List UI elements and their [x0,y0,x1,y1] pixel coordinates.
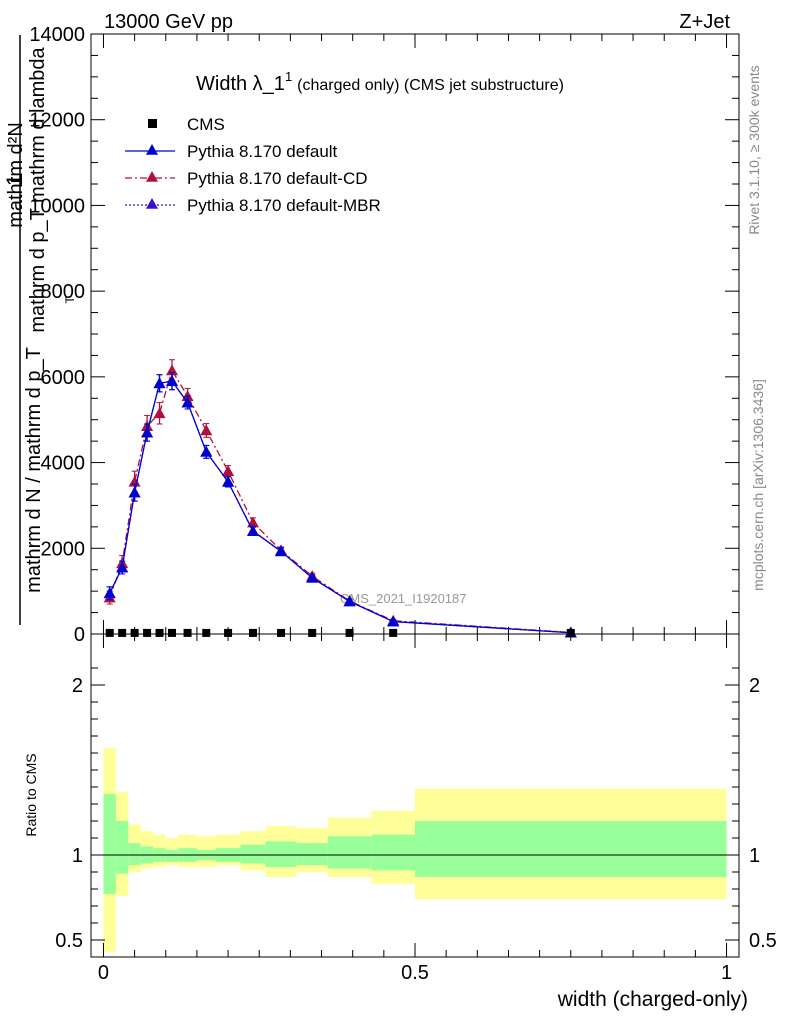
analysis-watermark: CMS_2021_I1920187 [340,591,467,606]
data-point [222,465,235,476]
legend-label: CMS [187,115,225,134]
legend-entry: Pythia 8.170 default [125,142,338,161]
main-y-tick-label: 4000 [41,453,86,475]
data-point [222,475,235,487]
ratio-bands [91,747,739,952]
ratio-stat-band [165,849,179,862]
legend-marker [146,144,158,155]
series-cms [105,628,575,637]
main-y-tick-label: 0 [74,624,85,646]
data-point [103,587,116,599]
main-y-tick-label: 6000 [41,367,86,389]
legend-marker [148,119,157,128]
mcplots-label: mcplots.cern.ch [arXiv:1306.3436] [750,379,766,591]
series-pythia-8-170-default [103,372,577,638]
legend-entry: Pythia 8.170 default-MBR [125,196,381,215]
legend-entry: CMS [148,115,225,134]
data-point [249,628,257,637]
data-point [275,545,288,557]
ratio-stat-band [265,841,297,867]
data-point [128,486,141,498]
ratio-y-tick-label-right: 1 [749,845,760,867]
data-point [566,628,575,637]
data-point [153,407,166,419]
main-y-tick-label: 14000 [29,24,85,46]
header-process-label: Z+Jet [679,11,730,33]
ratio-stat-band [415,821,727,878]
ratio-stat-band [115,821,129,874]
main-y-tick-label: 2000 [41,538,86,560]
data-point [183,628,192,637]
main-axes: 0 2000 4000 6000 8000 10000 12000 14000 [29,24,739,646]
data-point [306,571,319,583]
ratio-axes: 0.5 0.5 1 1 2 2 0 0.5 1 [55,634,777,984]
y-label-outer-denominator: mathrm d N / mathrm d p_T [23,347,45,593]
data-point [308,628,317,637]
ratio-stat-band [296,843,328,866]
data-point [387,615,400,627]
ratio-y-tick-label-right: 2 [749,675,760,697]
data-point [105,628,114,637]
data-point [345,628,354,637]
legend-label: Pythia 8.170 default-MBR [187,196,381,215]
y-label-subscript: T [63,296,77,304]
ratio-y-tick-label: 0.5 [55,930,83,952]
main-y-axis-label: 1 mathrm d N / mathrm d p_T mathrm d²N m… [2,35,77,625]
ratio-stat-band [327,836,372,869]
plot-title-rest: (charged only) (CMS jet substructure) [297,77,564,94]
y-label-inner-numerator: mathrm d²N [5,122,27,228]
data-point [343,595,356,607]
data-point [141,426,154,438]
rivet-version-label: Rivet 3.1.10, ≥ 300k events [746,65,762,235]
legend-entry: Pythia 8.170 default-CD [125,169,368,188]
series-line [109,380,571,634]
data-point [224,628,233,637]
ratio-x-tick-label: 1 [721,962,732,984]
data-point [202,628,211,637]
plot-title: Width λ_11 (charged only) (CMS jet substr… [196,69,564,95]
data-point [389,628,398,637]
ratio-stat-band [371,834,415,871]
legend-label: Pythia 8.170 default-CD [187,169,368,188]
ratio-y-tick-label: 1 [72,845,83,867]
ratio-y-tick-label-right: 0.5 [749,930,777,952]
legend-marker [146,171,158,182]
header-energy-label: 13000 GeV pp [104,11,233,33]
plot-title-sup: 1 [285,69,292,84]
data-point [247,525,259,536]
data-point [200,445,213,457]
ratio-y-tick-label: 2 [72,675,83,697]
main-y-tick-label: 12000 [29,110,85,132]
legend-label: Pythia 8.170 default [187,142,338,161]
legend: CMS Pythia 8.170 default Pythia 8.170 defa… [125,115,381,215]
ratio-x-tick-label: 0 [98,962,109,984]
ratio-stat-band [103,793,116,895]
main-series [103,359,577,638]
plot-title-main: Width λ_1 [196,73,285,95]
data-point [130,628,139,637]
data-point [168,628,176,637]
ratio-stat-band [240,844,266,864]
data-point [116,561,129,573]
y-label-inner-denominator: mathrm d p_T mathrm d lambda [27,46,49,332]
data-point [181,396,194,408]
legend-marker [146,198,158,209]
data-point [277,628,286,637]
data-point [143,628,152,637]
main-y-tick-label: 10000 [29,195,85,217]
data-point [155,628,164,637]
ratio-stat-band [128,843,141,866]
data-point [153,377,166,389]
x-axis-label: width (charged-only) [557,988,748,1011]
series-line [109,368,571,634]
data-point [118,628,127,637]
ratio-y-axis-label: Ratio to CMS [23,753,39,836]
ratio-x-tick-label: 0.5 [401,962,429,984]
data-point [166,375,178,386]
data-point [200,424,213,436]
main-y-tick-label: 8000 [41,281,86,303]
